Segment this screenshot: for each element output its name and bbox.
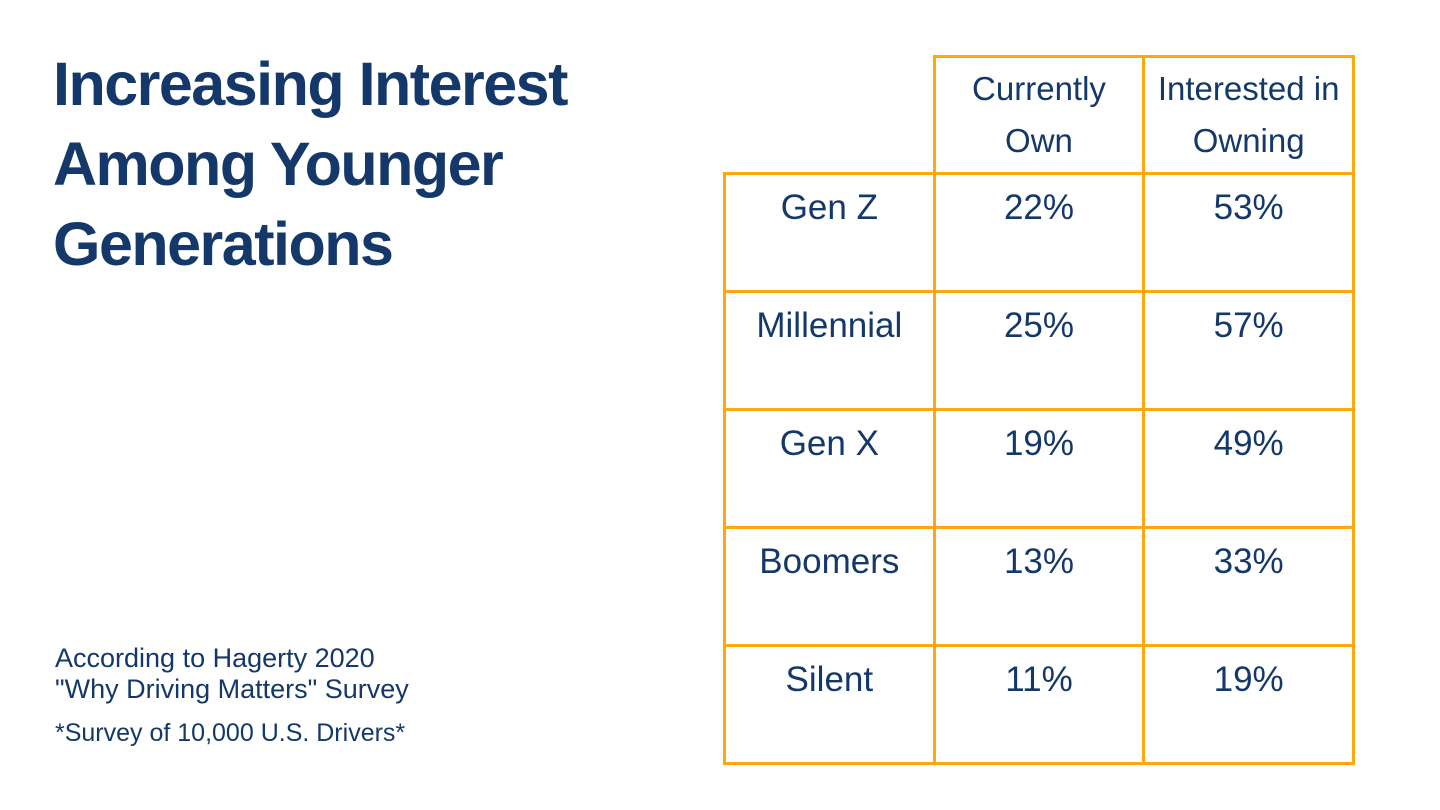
interested-in-owning-value: 19% [1142, 644, 1355, 765]
currently-own-value: 22% [932, 172, 1146, 293]
source-note: According to Hagerty 2020 "Why Driving M… [55, 643, 409, 747]
table-row-millennial: Millennial 25% 57% [723, 290, 1355, 411]
generation-label: Boomers [723, 526, 936, 647]
table-row-gen-x: Gen X 19% 49% [723, 408, 1355, 529]
table-corner-empty-cell [725, 57, 935, 174]
generation-interest-table: Currently Own Interested in Owning Gen Z… [723, 55, 1355, 765]
table-row-boomers: Boomers 13% 33% [723, 526, 1355, 647]
column-header-currently-own: Currently Own [932, 55, 1146, 175]
source-note-line-1: According to Hagerty 2020 [55, 643, 375, 673]
generation-label: Millennial [723, 290, 936, 411]
generation-label: Gen Z [723, 172, 936, 293]
table-row-gen-z: Gen Z 22% 53% [723, 172, 1355, 293]
survey-sample-note: *Survey of 10,000 U.S. Drivers* [55, 719, 406, 747]
source-note-line-2: "Why Driving Matters" Survey [55, 674, 409, 704]
interested-in-owning-value: 57% [1142, 290, 1355, 411]
page-title-line-3: Generations [53, 210, 394, 278]
page-title-line-1: Increasing Interest [53, 50, 568, 118]
generation-label: Gen X [723, 408, 936, 529]
generation-label: Silent [723, 644, 936, 765]
currently-own-value: 19% [932, 408, 1146, 529]
table-row-silent: Silent 11% 19% [723, 644, 1355, 765]
interested-in-owning-value: 49% [1142, 408, 1355, 529]
column-header-interested-in-owning: Interested in Owning [1142, 55, 1355, 175]
page-title-line-2: Among Younger [53, 130, 504, 198]
currently-own-value: 25% [932, 290, 1146, 411]
page-title: Increasing Interest Among Younger Genera… [53, 44, 568, 284]
interested-in-owning-value: 33% [1142, 526, 1355, 647]
currently-own-value: 11% [932, 644, 1146, 765]
interested-in-owning-value: 53% [1142, 172, 1355, 293]
table-header-row: Currently Own Interested in Owning [725, 55, 1355, 175]
currently-own-value: 13% [932, 526, 1146, 647]
